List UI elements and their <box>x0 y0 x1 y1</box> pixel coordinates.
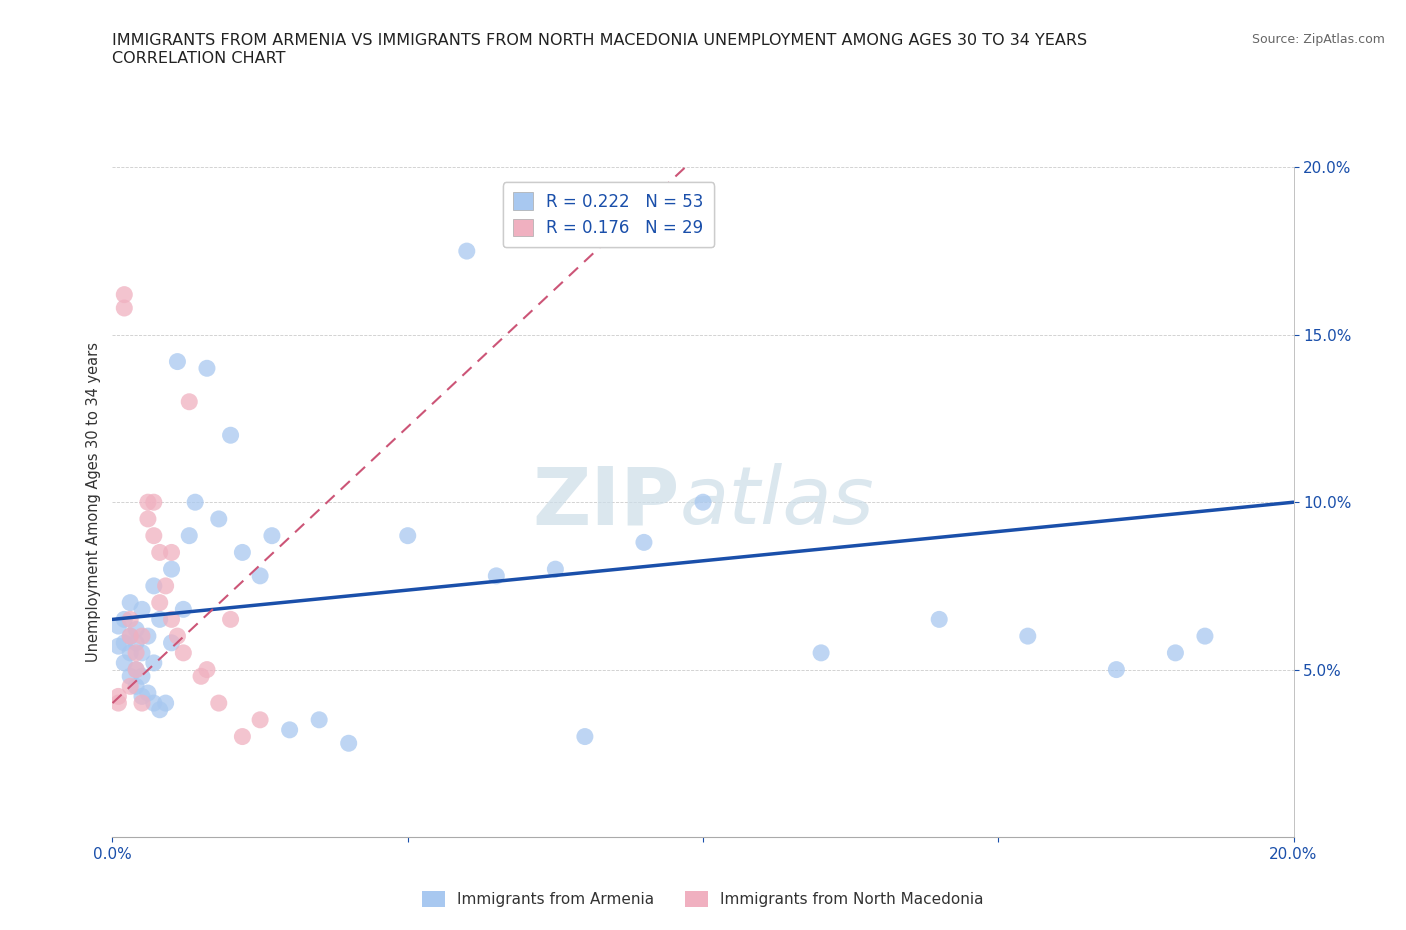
Point <box>136 495 159 510</box>
Point <box>928 612 950 627</box>
Point <box>112 612 135 627</box>
Point <box>249 712 271 727</box>
Point <box>574 729 596 744</box>
Point <box>179 394 201 409</box>
Point <box>166 629 188 644</box>
Point <box>633 535 655 550</box>
Point <box>120 595 142 610</box>
Point <box>131 629 153 644</box>
Point <box>172 645 194 660</box>
Point <box>120 629 142 644</box>
Point <box>125 662 148 677</box>
Point <box>125 645 148 660</box>
Point <box>131 696 153 711</box>
Point <box>120 679 142 694</box>
Point <box>112 656 135 671</box>
Point <box>160 612 183 627</box>
Point <box>112 287 135 302</box>
Text: Source: ZipAtlas.com: Source: ZipAtlas.com <box>1251 33 1385 46</box>
Legend: Immigrants from Armenia, Immigrants from North Macedonia: Immigrants from Armenia, Immigrants from… <box>416 884 990 913</box>
Point <box>308 712 330 727</box>
Point <box>112 300 135 315</box>
Point <box>195 662 218 677</box>
Point <box>260 528 283 543</box>
Point <box>142 495 165 510</box>
Point <box>208 512 231 526</box>
Text: ZIP: ZIP <box>531 463 679 541</box>
Point <box>149 545 172 560</box>
Text: CORRELATION CHART: CORRELATION CHART <box>112 51 285 66</box>
Point <box>485 568 508 583</box>
Point <box>107 689 129 704</box>
Point <box>155 696 177 711</box>
Point <box>160 545 183 560</box>
Point <box>160 562 183 577</box>
Point <box>131 689 153 704</box>
Point <box>131 645 153 660</box>
Point <box>810 645 832 660</box>
Point <box>219 428 242 443</box>
Point <box>1105 662 1128 677</box>
Point <box>249 568 271 583</box>
Point <box>120 645 142 660</box>
Point <box>120 669 142 684</box>
Point <box>120 629 142 644</box>
Point <box>120 612 142 627</box>
Text: IMMIGRANTS FROM ARMENIA VS IMMIGRANTS FROM NORTH MACEDONIA UNEMPLOYMENT AMONG AG: IMMIGRANTS FROM ARMENIA VS IMMIGRANTS FR… <box>112 33 1088 47</box>
Point <box>1017 629 1039 644</box>
Point <box>692 495 714 510</box>
Point <box>155 578 177 593</box>
Point <box>166 354 188 369</box>
Point <box>195 361 218 376</box>
Point <box>125 635 148 650</box>
Point <box>125 662 148 677</box>
Point <box>231 545 253 560</box>
Point <box>160 635 183 650</box>
Point <box>107 618 129 633</box>
Point <box>190 669 212 684</box>
Point <box>337 736 360 751</box>
Point <box>149 595 172 610</box>
Point <box>112 635 135 650</box>
Point <box>131 669 153 684</box>
Point <box>1164 645 1187 660</box>
Point <box>396 528 419 543</box>
Legend: R = 0.222   N = 53, R = 0.176   N = 29: R = 0.222 N = 53, R = 0.176 N = 29 <box>503 182 714 247</box>
Point <box>107 696 129 711</box>
Point <box>142 578 165 593</box>
Y-axis label: Unemployment Among Ages 30 to 34 years: Unemployment Among Ages 30 to 34 years <box>86 342 101 662</box>
Point <box>125 679 148 694</box>
Text: atlas: atlas <box>679 463 875 541</box>
Point <box>219 612 242 627</box>
Point <box>184 495 207 510</box>
Point <box>456 244 478 259</box>
Point <box>131 602 153 617</box>
Point <box>136 685 159 700</box>
Point <box>278 723 301 737</box>
Point <box>208 696 231 711</box>
Point <box>544 562 567 577</box>
Point <box>149 702 172 717</box>
Point <box>231 729 253 744</box>
Point <box>142 528 165 543</box>
Point <box>107 639 129 654</box>
Point <box>179 528 201 543</box>
Point <box>1194 629 1216 644</box>
Point <box>136 512 159 526</box>
Point <box>142 696 165 711</box>
Point <box>125 622 148 637</box>
Point <box>136 629 159 644</box>
Point <box>142 656 165 671</box>
Point <box>149 612 172 627</box>
Point <box>172 602 194 617</box>
